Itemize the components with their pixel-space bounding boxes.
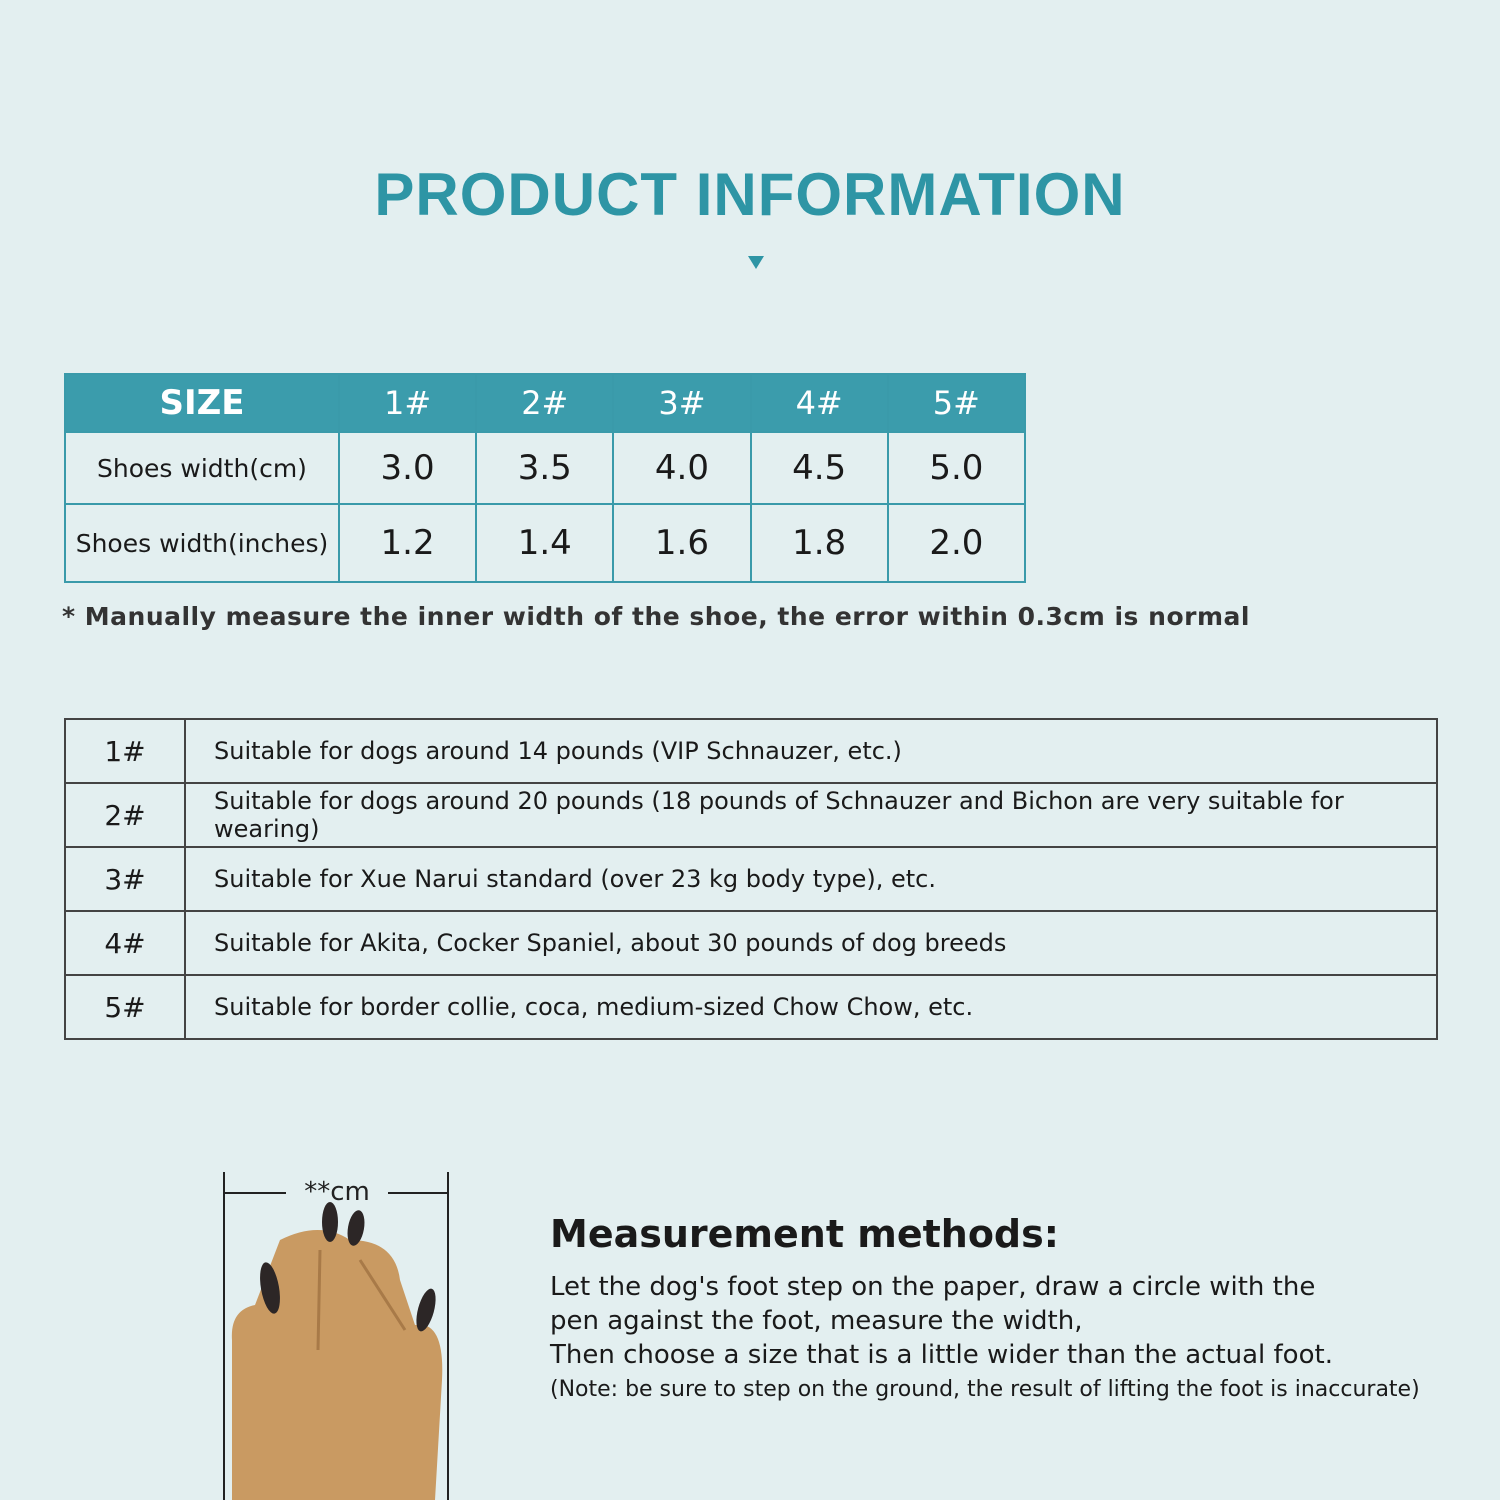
measurement-line: Let the dog's foot step on the paper, dr… xyxy=(550,1272,1316,1302)
cell: 3.5 xyxy=(475,431,615,505)
size-cell: 4# xyxy=(64,910,186,976)
table-row: 3# Suitable for Xue Narui standard (over … xyxy=(64,846,1438,912)
size-cell: 5# xyxy=(64,974,186,1040)
cell: 1.8 xyxy=(749,503,889,583)
measurement-note: * Manually measure the inner width of th… xyxy=(62,602,1250,631)
table-row: 5# Suitable for border collie, coca, medi… xyxy=(64,974,1438,1040)
size-cell: 1# xyxy=(64,718,186,784)
measurement-note: (Note: be sure to step on the ground, th… xyxy=(550,1377,1420,1402)
cell: 5.0 xyxy=(886,431,1027,505)
table-row: Shoes width(cm) 3.0 3.5 4.0 4.5 5.0 xyxy=(64,431,1027,505)
size-cell: 3# xyxy=(64,846,186,912)
header-cell: 2# xyxy=(475,373,615,433)
size-table: SIZE 1# 2# 3# 4# 5# Shoes width(cm) 3.0 … xyxy=(64,373,1027,583)
measurement-title: Measurement methods: xyxy=(550,1212,1059,1256)
description-cell: Suitable for dogs around 14 pounds (VIP … xyxy=(184,718,1438,784)
header-cell: SIZE xyxy=(64,373,340,433)
header-cell: 1# xyxy=(337,373,478,433)
page-title: PRODUCT INFORMATION xyxy=(374,161,1126,228)
description-cell: Suitable for Xue Narui standard (over 23… xyxy=(184,846,1438,912)
size-header-row: SIZE 1# 2# 3# 4# 5# xyxy=(64,373,1027,433)
description-cell: Suitable for border collie, coca, medium… xyxy=(184,974,1438,1040)
description-cell: Suitable for Akita, Cocker Spaniel, abou… xyxy=(184,910,1438,976)
measurement-line: Then choose a size that is a little wide… xyxy=(550,1340,1333,1370)
dog-paw-illustration: **cm xyxy=(223,1172,449,1500)
table-row: 1# Suitable for dogs around 14 pounds (VI… xyxy=(64,718,1438,784)
table-row: Shoes width(inches) 1.2 1.4 1.6 1.8 2.0 xyxy=(64,503,1027,583)
suitability-table: 1# Suitable for dogs around 14 pounds (VI… xyxy=(64,718,1438,1040)
description-cell: Suitable for dogs around 20 pounds (18 p… xyxy=(184,782,1438,848)
row-label: Shoes width(cm) xyxy=(64,431,340,505)
width-label: **cm xyxy=(304,1177,370,1207)
table-row: 2# Suitable for dogs around 20 pounds (18… xyxy=(64,782,1438,848)
row-label: Shoes width(inches) xyxy=(64,503,340,583)
cell: 4.5 xyxy=(749,431,889,505)
cell: 1.2 xyxy=(337,503,478,583)
header-cell: 5# xyxy=(886,373,1027,433)
size-cell: 2# xyxy=(64,782,186,848)
header-cell: 4# xyxy=(749,373,889,433)
header-cell: 3# xyxy=(612,373,752,433)
cell: 2.0 xyxy=(886,503,1027,583)
cell: 4.0 xyxy=(612,431,752,505)
cell: 3.0 xyxy=(337,431,478,505)
paw-icon xyxy=(231,1202,443,1500)
down-arrow-icon xyxy=(748,256,764,269)
table-row: 4# Suitable for Akita, Cocker Spaniel, ab… xyxy=(64,910,1438,976)
cell: 1.4 xyxy=(475,503,615,583)
measurement-line: pen against the foot, measure the width, xyxy=(550,1306,1083,1336)
cell: 1.6 xyxy=(612,503,752,583)
